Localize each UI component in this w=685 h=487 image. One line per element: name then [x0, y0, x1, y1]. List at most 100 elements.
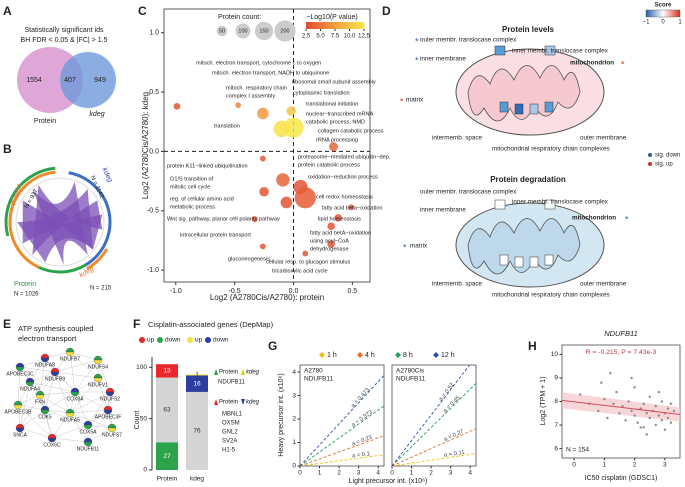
annotation: Protein — [219, 400, 238, 406]
point — [648, 395, 651, 398]
panel-letter: H — [528, 339, 537, 353]
point — [648, 416, 651, 420]
x-tick-label: 0.5 — [347, 288, 357, 295]
point — [633, 386, 636, 389]
x-tick-label: 0 — [572, 462, 576, 469]
direction-arrow — [214, 369, 218, 375]
diagram-label: intermemb. space — [432, 135, 483, 142]
colorbar-cell — [344, 22, 347, 29]
y-axis-label: Count — [134, 411, 141, 430]
network-edge — [74, 377, 99, 393]
term-label: fatty acid beta−oxidation — [322, 205, 383, 211]
colorbar-cell — [348, 22, 351, 29]
network-edge — [44, 357, 76, 393]
bubble — [259, 187, 269, 197]
network-edge — [54, 371, 76, 393]
bar-segment — [156, 364, 178, 378]
point — [642, 402, 645, 406]
colorbar-cell — [322, 22, 325, 29]
regression-line — [561, 399, 681, 415]
network-node — [93, 359, 103, 365]
colorbar-cell — [356, 22, 359, 29]
value-label: 1 — [195, 372, 199, 379]
diagram-label: inner membr. translocase complex — [512, 48, 609, 55]
venn-subtitle: BH FDR < 0.05 & |FC| > 1.5 — [21, 37, 108, 44]
point — [654, 405, 657, 408]
point — [615, 390, 618, 394]
term-label: lipid homeostasis — [318, 216, 361, 222]
term-label: Wnt sig. pathway, planar cell polarity p… — [167, 216, 280, 222]
network-node — [105, 391, 115, 397]
colorbar-tick-label: 10.0 — [344, 34, 356, 40]
term-label: mitoch. electron transport, NADH to ubiq… — [212, 70, 329, 76]
chord-arc — [4, 166, 56, 237]
x-tick-label: 3 — [449, 470, 453, 477]
bubble — [280, 196, 293, 209]
chord-label: Protein — [14, 281, 36, 288]
legend-title: Protein count: — [218, 14, 261, 21]
score-tick-label: −1 — [643, 20, 651, 26]
x-tick-label: kdeg — [190, 476, 204, 483]
term-label: ribosomal small subunit assembly — [292, 79, 376, 85]
x-axis-label: IC50 cisplatin (GDSC1) — [585, 475, 658, 482]
network-edge — [97, 359, 111, 393]
network-title: electron transport — [18, 334, 77, 343]
point — [639, 407, 642, 410]
y-tick-label: -1.0 — [147, 267, 159, 274]
fit-line — [391, 364, 470, 467]
x-tick-label: 0.0 — [289, 288, 299, 295]
network-node — [107, 423, 117, 429]
bubble — [327, 240, 335, 248]
diagram-label: mitochondrion — [572, 215, 616, 222]
point — [657, 390, 661, 394]
network-node — [93, 373, 103, 379]
network-edge — [97, 377, 109, 411]
mito-levels — [455, 45, 605, 136]
y-tick-label: 0.5 — [149, 89, 159, 96]
point — [618, 412, 621, 415]
value-label: 76 — [193, 428, 201, 435]
legend-label: 1 h — [327, 352, 337, 359]
network-edge — [69, 351, 76, 393]
network-node — [107, 427, 117, 433]
y-tick-label: 2 — [292, 416, 296, 423]
term-label: tricarboxylic acid cycle — [272, 268, 328, 274]
diagram-label: inner membr. translocase complex — [512, 199, 609, 206]
network-edge — [54, 371, 71, 414]
point — [600, 381, 603, 384]
venn-circle — [60, 52, 116, 108]
node-label: SNCA — [13, 432, 28, 438]
legend-marker — [357, 352, 363, 358]
chord-arc — [86, 248, 109, 271]
network-node — [103, 409, 113, 415]
network-title: ATP synthesis coupled — [18, 324, 94, 333]
point — [669, 421, 673, 424]
value-label: 63 — [163, 407, 171, 414]
node-label: NDUFB9 — [45, 376, 65, 382]
network-node — [83, 424, 93, 430]
x-tick-label: 1 — [318, 470, 322, 477]
legend-label: up — [147, 337, 155, 344]
y-tick-label: 50 — [140, 415, 148, 422]
node-label: COX5A — [80, 429, 98, 435]
size-legend-bubble — [274, 20, 296, 42]
point — [627, 400, 630, 403]
sig-star: * — [403, 242, 407, 252]
network-edge — [54, 359, 99, 373]
network-edge — [87, 409, 109, 443]
network-edge — [29, 371, 56, 383]
term-label: protein K11−linked ubiquitination — [167, 163, 248, 169]
colorbar-tick-label: 7.5 — [331, 34, 340, 40]
node-label: NDUFA8 — [35, 362, 55, 368]
network-node — [47, 433, 57, 439]
panel-letter: G — [268, 339, 277, 353]
y-tick-label: 0 — [143, 467, 147, 474]
score-colorbar — [645, 9, 681, 18]
node-label: COX6C — [43, 442, 61, 448]
sig-star: * — [415, 55, 419, 65]
x-tick-label: 2 — [337, 470, 341, 477]
network-node — [50, 371, 60, 377]
term-label: translational initiation — [306, 101, 358, 107]
node-label: NDUFA4 — [20, 386, 40, 392]
point — [672, 409, 676, 413]
